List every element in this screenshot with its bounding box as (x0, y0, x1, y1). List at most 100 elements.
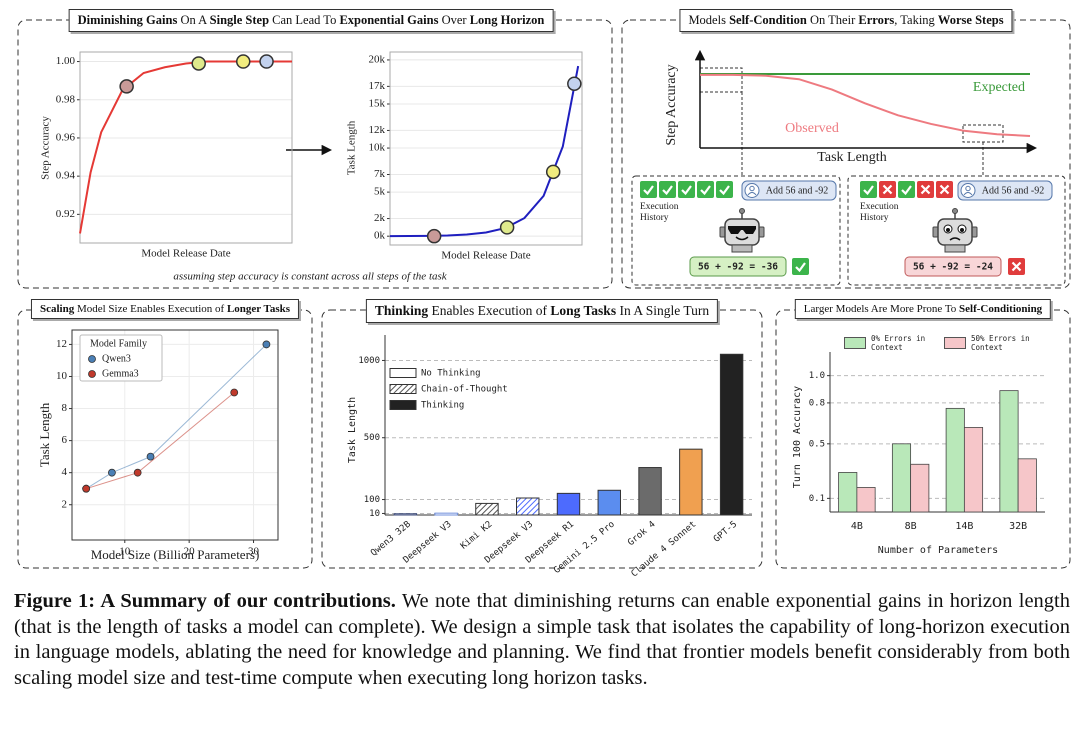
legend-marker (88, 355, 96, 363)
icon-glyph (662, 185, 673, 196)
point (146, 452, 155, 461)
y-tick-label: 1.0 (809, 371, 825, 381)
y-tick-label: 10 (369, 509, 380, 519)
x-tick-label: 10 (119, 546, 131, 558)
point (259, 54, 274, 69)
icon-glyph (901, 185, 912, 196)
legend-box (79, 334, 163, 382)
example-frame (631, 175, 841, 286)
x-tick-label: GPT-5 (712, 520, 739, 545)
y-tick-label: 15k (369, 98, 386, 110)
title-run: Models (688, 13, 730, 27)
point (499, 220, 515, 235)
bar (838, 472, 858, 513)
panel-title: Models Self-Condition On Their Errors, T… (679, 9, 1013, 32)
x-tick-label: Kimi K2 (459, 520, 494, 552)
robot-part (952, 208, 958, 214)
y-tick-label: 1000 (358, 356, 380, 366)
plot-frame (79, 51, 293, 244)
legend-marker (88, 370, 96, 378)
x-axis-label: Task Length (817, 150, 886, 165)
bar (1017, 458, 1037, 513)
y-axis-label: Task Length (37, 402, 52, 467)
title-run: Self-Condition (729, 13, 807, 27)
legend-swatch (944, 337, 966, 349)
bar (963, 427, 984, 513)
title-run: Longer Tasks (226, 303, 291, 315)
y-tick-label: 0k (374, 230, 386, 242)
point (119, 79, 134, 94)
x-tick-label: Grok 4 (626, 520, 657, 549)
title-run: On A (177, 13, 210, 27)
y-tick-label: 5k (374, 186, 386, 198)
legend-item: 50% Errors in Context (944, 334, 1033, 352)
check-icon (860, 181, 877, 198)
robot-part (728, 226, 756, 234)
line (700, 73, 1031, 137)
icon-glyph (700, 185, 711, 196)
icon-glyph (863, 185, 874, 196)
icon-glyph (920, 184, 931, 195)
y-tick-label: 100 (364, 495, 380, 505)
prompt-box (741, 180, 837, 201)
y-tick-label: 20k (369, 53, 386, 65)
point (426, 228, 442, 244)
y-tick-label: 0.92 (56, 208, 75, 220)
x-axis-label: Model Size (Billion Parameters) (91, 547, 260, 562)
robot-part (949, 237, 961, 241)
x-tick-label: 20 (184, 546, 196, 558)
title-run: Diminishing Gains (77, 13, 178, 27)
prompt-box (957, 180, 1053, 201)
y-tick-label: 2 (62, 498, 68, 510)
panel-title: Larger Models Are More Prone To Self-Con… (794, 299, 1052, 319)
zoom-box (699, 67, 743, 93)
y-tick-label: 4 (62, 466, 68, 478)
user-icon (747, 192, 757, 196)
y-tick-label: 0.8 (809, 398, 825, 408)
line (389, 65, 580, 238)
legend-swatch (389, 384, 417, 394)
bar (597, 489, 621, 516)
user-icon (963, 192, 973, 196)
check-icon (697, 181, 714, 198)
x-tick-label: 32B (1009, 521, 1027, 532)
plot-frame (71, 329, 279, 541)
check-icon (659, 181, 676, 198)
robot-part (960, 228, 964, 232)
legend-label: 50% Errors in Context (971, 334, 1030, 352)
bar (393, 513, 418, 516)
bar (556, 492, 581, 516)
y-tick-label: 17k (369, 80, 386, 92)
y-tick-label: 10k (369, 142, 386, 154)
x-tick-label: 30 (248, 546, 260, 558)
y-axis-label: Task Length (346, 120, 358, 175)
x-tick-label: 14B (955, 521, 973, 532)
y-tick-label: 2k (374, 212, 386, 224)
icon-glyph (1011, 261, 1022, 272)
icon-glyph (719, 185, 730, 196)
panel-note: assuming step accuracy is constant acros… (173, 271, 447, 283)
y-tick-label: 0.5 (809, 439, 825, 449)
point (82, 484, 91, 493)
y-axis-label: Step Accuracy (40, 116, 52, 180)
answer-text: 56 + -92 = -36 (698, 262, 778, 273)
x-tick-label: 8B (905, 521, 917, 532)
title-run: Thinking (374, 303, 429, 318)
check-icon (716, 181, 733, 198)
history-label: Execution History (860, 202, 899, 223)
x-axis-label: Number of Parameters (878, 545, 998, 556)
legend-swatch (389, 400, 417, 410)
title-run: Long Horizon (469, 13, 545, 27)
legend-label: Qwen3 (102, 353, 131, 364)
bar (945, 407, 965, 513)
robot-part (739, 208, 745, 214)
legend-title: Model Family (90, 338, 147, 349)
title-run: Self-Conditioning (959, 303, 1043, 315)
check-icon (792, 258, 809, 275)
point (191, 56, 206, 71)
bar (856, 487, 876, 513)
answer-box (904, 256, 1002, 277)
title-run: Long Tasks (550, 303, 617, 318)
panel-title: Thinking Enables Execution of Long Tasks… (365, 299, 719, 323)
robot-part (946, 228, 950, 232)
